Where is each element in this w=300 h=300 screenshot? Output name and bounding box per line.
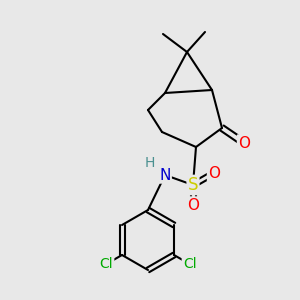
- Text: H: H: [145, 156, 155, 170]
- Text: Cl: Cl: [183, 257, 196, 271]
- Text: O: O: [238, 136, 250, 151]
- Text: O: O: [187, 197, 199, 212]
- Text: Cl: Cl: [100, 257, 113, 271]
- Text: N: N: [159, 167, 171, 182]
- Text: O: O: [208, 166, 220, 181]
- Text: S: S: [188, 176, 198, 194]
